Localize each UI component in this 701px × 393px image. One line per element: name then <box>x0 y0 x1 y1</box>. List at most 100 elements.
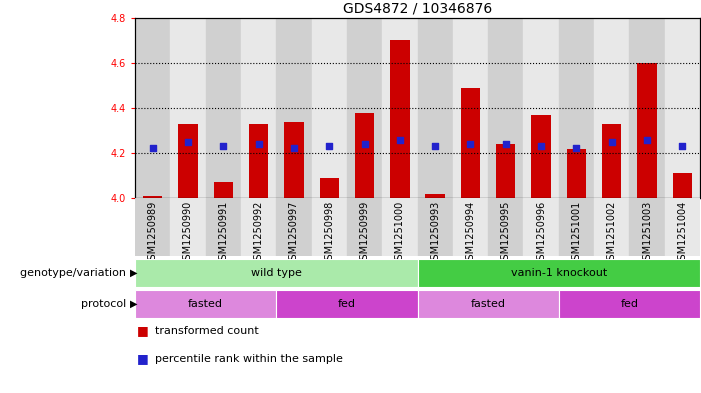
Text: ■: ■ <box>137 352 153 365</box>
Bar <box>629 198 665 256</box>
Text: GSM1250997: GSM1250997 <box>289 201 299 266</box>
Text: GSM1251004: GSM1251004 <box>677 201 688 266</box>
Bar <box>347 198 382 256</box>
Bar <box>594 18 629 198</box>
Text: GSM1250994: GSM1250994 <box>465 201 475 266</box>
Point <box>394 137 405 143</box>
Point <box>147 145 158 151</box>
Point <box>430 143 441 149</box>
Bar <box>135 290 276 318</box>
Bar <box>214 182 233 198</box>
Bar <box>311 198 347 256</box>
Text: ■: ■ <box>137 325 153 338</box>
Bar <box>418 198 453 256</box>
Bar <box>524 18 559 198</box>
Bar <box>637 63 657 198</box>
Bar <box>418 259 700 287</box>
Bar <box>488 18 524 198</box>
Text: fasted: fasted <box>188 299 223 309</box>
Bar <box>276 18 311 198</box>
Point <box>571 145 582 151</box>
Bar <box>284 121 304 198</box>
Text: GSM1251000: GSM1251000 <box>395 201 405 266</box>
Bar <box>559 290 700 318</box>
Bar <box>355 112 374 198</box>
Bar <box>382 18 418 198</box>
Bar <box>170 198 205 256</box>
Text: GSM1250989: GSM1250989 <box>148 201 158 266</box>
Point <box>676 143 688 149</box>
Text: GSM1250990: GSM1250990 <box>183 201 193 266</box>
Bar <box>143 196 163 198</box>
Bar <box>320 178 339 198</box>
Text: GSM1250996: GSM1250996 <box>536 201 546 266</box>
Text: vanin-1 knockout: vanin-1 knockout <box>510 268 607 278</box>
Bar <box>665 198 700 256</box>
Bar <box>559 198 594 256</box>
Bar <box>453 18 488 198</box>
Point <box>465 141 476 147</box>
Point <box>501 141 512 147</box>
Bar <box>205 18 241 198</box>
Point <box>641 137 653 143</box>
Text: protocol: protocol <box>81 299 130 309</box>
Text: GSM1250993: GSM1250993 <box>430 201 440 266</box>
Point <box>324 143 335 149</box>
Bar <box>453 198 488 256</box>
Text: GSM1250995: GSM1250995 <box>501 201 511 266</box>
Text: GSM1250998: GSM1250998 <box>325 201 334 266</box>
Bar <box>665 18 700 198</box>
Text: GSM1251002: GSM1251002 <box>607 201 617 266</box>
Point <box>253 141 264 147</box>
Text: fasted: fasted <box>470 299 505 309</box>
Bar <box>347 18 382 198</box>
Bar <box>135 198 170 256</box>
Bar <box>249 124 268 198</box>
Point <box>182 139 193 145</box>
Bar <box>461 88 480 198</box>
Text: GSM1250999: GSM1250999 <box>360 201 369 266</box>
Bar <box>276 198 311 256</box>
Bar <box>205 198 241 256</box>
Text: GSM1251003: GSM1251003 <box>642 201 652 266</box>
Bar <box>524 198 559 256</box>
Text: GSM1250991: GSM1250991 <box>218 201 229 266</box>
Bar <box>276 290 418 318</box>
Bar <box>566 149 586 198</box>
Bar <box>426 193 445 198</box>
Point <box>288 145 299 151</box>
Point <box>536 143 547 149</box>
Bar <box>594 198 629 256</box>
Text: fed: fed <box>620 299 639 309</box>
Point <box>359 141 370 147</box>
Point <box>606 139 618 145</box>
Bar <box>673 173 692 198</box>
Text: ▶: ▶ <box>130 299 137 309</box>
Bar <box>496 144 515 198</box>
Bar <box>488 198 524 256</box>
Text: fed: fed <box>338 299 356 309</box>
Bar <box>170 18 205 198</box>
Text: genotype/variation: genotype/variation <box>20 268 130 278</box>
Bar <box>602 124 621 198</box>
Text: ▶: ▶ <box>130 268 137 278</box>
Bar <box>629 18 665 198</box>
Text: wild type: wild type <box>251 268 301 278</box>
Title: GDS4872 / 10346876: GDS4872 / 10346876 <box>343 2 492 15</box>
Bar <box>559 18 594 198</box>
Bar <box>241 198 276 256</box>
Bar <box>390 40 409 198</box>
Text: GSM1251001: GSM1251001 <box>571 201 581 266</box>
Bar <box>382 198 418 256</box>
Point <box>218 143 229 149</box>
Text: transformed count: transformed count <box>154 326 258 336</box>
Bar <box>135 259 418 287</box>
Bar <box>531 115 551 198</box>
Text: percentile rank within the sample: percentile rank within the sample <box>154 354 342 364</box>
Bar <box>418 18 453 198</box>
Bar <box>311 18 347 198</box>
Bar <box>418 290 559 318</box>
Bar <box>241 18 276 198</box>
Text: GSM1250992: GSM1250992 <box>254 201 264 266</box>
Bar <box>178 124 198 198</box>
